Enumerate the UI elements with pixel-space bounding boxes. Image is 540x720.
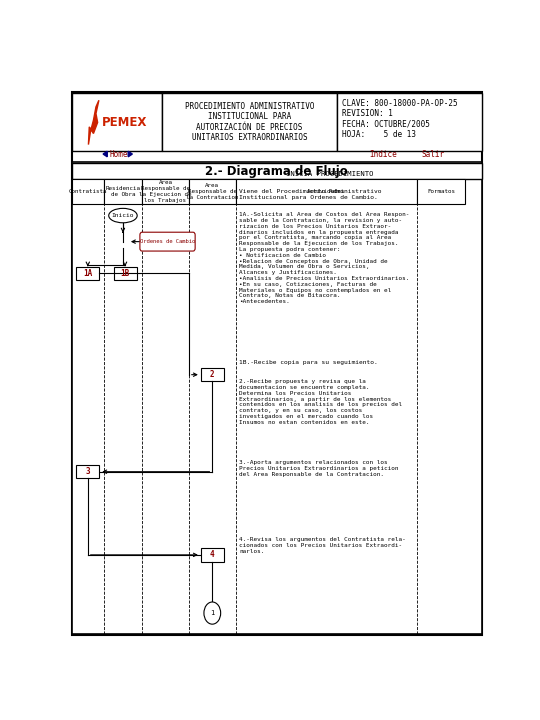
Text: PROCEDIMIENTO ADMINISTRATIVO
INSTITUCIONAL PARA
AUTORIZACIÓN DE PRECIOS
UNITARIO: PROCEDIMIENTO ADMINISTRATIVO INSTITUCION… bbox=[185, 102, 314, 143]
Text: INICIA PROCEDIMIENTO: INICIA PROCEDIMIENTO bbox=[286, 171, 374, 176]
Text: Indice: Indice bbox=[369, 150, 396, 158]
FancyBboxPatch shape bbox=[201, 368, 224, 382]
FancyBboxPatch shape bbox=[417, 179, 465, 204]
FancyBboxPatch shape bbox=[140, 233, 195, 251]
Polygon shape bbox=[128, 151, 132, 157]
Text: Actividades: Actividades bbox=[307, 189, 346, 194]
FancyBboxPatch shape bbox=[76, 465, 99, 478]
FancyBboxPatch shape bbox=[72, 92, 482, 635]
FancyBboxPatch shape bbox=[201, 548, 224, 562]
Text: 1B: 1B bbox=[120, 269, 130, 278]
Text: Formatos: Formatos bbox=[427, 189, 455, 194]
FancyBboxPatch shape bbox=[76, 266, 99, 280]
FancyBboxPatch shape bbox=[104, 179, 142, 204]
Text: 4.-Revisa los argumentos del Contratista rela-
cionados con los Precios Unitario: 4.-Revisa los argumentos del Contratista… bbox=[239, 537, 406, 554]
Text: 2.- Diagrama de Flujo: 2.- Diagrama de Flujo bbox=[205, 165, 348, 178]
FancyBboxPatch shape bbox=[338, 93, 482, 151]
Text: 1A: 1A bbox=[83, 269, 92, 278]
Text: 2.-Recibe propuesta y revisa que la
documentacion se encuentre completa.
Determi: 2.-Recibe propuesta y revisa que la docu… bbox=[239, 379, 402, 425]
FancyBboxPatch shape bbox=[142, 179, 189, 204]
FancyBboxPatch shape bbox=[72, 162, 482, 634]
FancyBboxPatch shape bbox=[161, 93, 338, 151]
Polygon shape bbox=[103, 151, 107, 157]
Text: Viene del Procedimiento Administrativo
Institucional para Ordenes de Cambio.: Viene del Procedimiento Administrativo I… bbox=[239, 189, 382, 199]
Text: 2: 2 bbox=[210, 370, 214, 379]
FancyBboxPatch shape bbox=[72, 93, 161, 151]
FancyBboxPatch shape bbox=[189, 179, 236, 204]
Text: 3.-Aporta argumentos relacionados con los
Precios Unitarios Extraordinarios a pe: 3.-Aporta argumentos relacionados con lo… bbox=[239, 460, 399, 477]
FancyBboxPatch shape bbox=[236, 179, 417, 204]
Ellipse shape bbox=[109, 208, 137, 222]
Text: Salir: Salir bbox=[421, 150, 444, 158]
Text: 1B.-Recibe copia para su seguimiento.: 1B.-Recibe copia para su seguimiento. bbox=[239, 360, 378, 365]
Text: Area
Responsable de
la Ejecucion de
los Trabajos: Area Responsable de la Ejecucion de los … bbox=[139, 180, 192, 202]
Polygon shape bbox=[89, 100, 99, 145]
Circle shape bbox=[204, 602, 221, 624]
FancyBboxPatch shape bbox=[72, 179, 104, 204]
Text: 4: 4 bbox=[210, 550, 214, 559]
Text: Contratista: Contratista bbox=[69, 189, 107, 194]
FancyBboxPatch shape bbox=[113, 266, 137, 280]
Text: PEMEX: PEMEX bbox=[102, 116, 147, 129]
FancyBboxPatch shape bbox=[72, 163, 482, 179]
Text: Home: Home bbox=[109, 150, 128, 158]
Text: Ordenes de Cambio: Ordenes de Cambio bbox=[140, 239, 195, 244]
Text: 1: 1 bbox=[210, 610, 214, 616]
Text: 1A.-Solicita al Area de Costos del Area Respon-
sable de la Contratacion, la rev: 1A.-Solicita al Area de Costos del Area … bbox=[239, 212, 409, 305]
Text: Area
Responsable de
la Contratacion: Area Responsable de la Contratacion bbox=[186, 183, 239, 199]
Text: Residencia
de Obra: Residencia de Obra bbox=[105, 186, 140, 197]
Text: 3: 3 bbox=[85, 467, 90, 476]
Text: Inicio: Inicio bbox=[112, 213, 134, 218]
Text: CLAVE: 800-18000-PA-OP-25
REVISION: 1
FECHA: OCTUBRE/2005
HOJA:    5 de 13: CLAVE: 800-18000-PA-OP-25 REVISION: 1 FE… bbox=[342, 99, 457, 139]
